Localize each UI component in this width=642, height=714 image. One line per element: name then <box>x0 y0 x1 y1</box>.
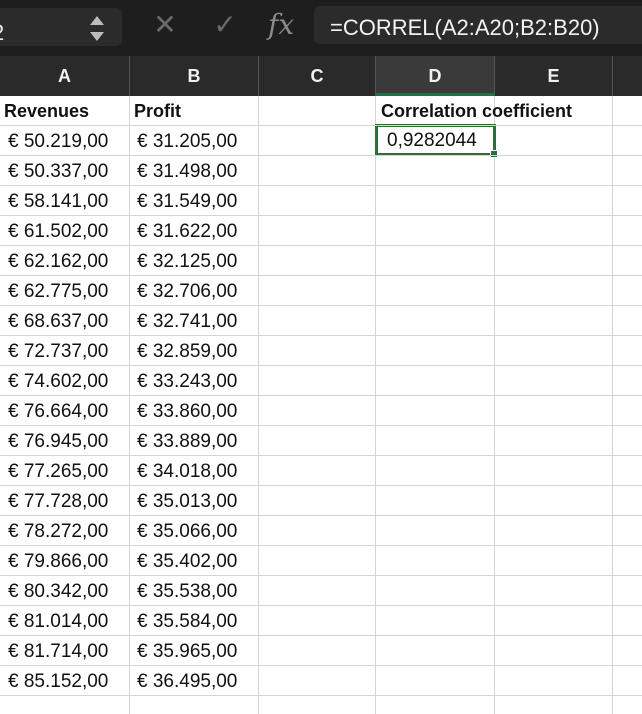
cell-profit[interactable]: € 33.860,00 <box>137 401 238 422</box>
cell-revenue[interactable]: € 76.664,00 <box>8 401 109 422</box>
cell-profit[interactable]: € 32.741,00 <box>137 311 238 332</box>
cell-revenue[interactable]: € 50.337,00 <box>8 161 109 182</box>
cell-profit[interactable]: € 35.013,00 <box>137 491 238 512</box>
cell-profit[interactable]: € 31.622,00 <box>137 221 238 242</box>
cell-revenue[interactable]: € 77.265,00 <box>8 461 109 482</box>
grid-line <box>0 125 642 126</box>
grid-line <box>0 665 642 666</box>
cell-profit[interactable]: € 31.205,00 <box>137 131 238 152</box>
formula-text: =CORREL(A2:A20;B2:B20) <box>330 15 600 40</box>
check-icon: ✓ <box>213 9 237 40</box>
cell-revenue[interactable]: € 72.737,00 <box>8 341 109 362</box>
cell-revenue[interactable]: € 78.272,00 <box>8 521 109 542</box>
grid-line <box>0 305 642 306</box>
cell-revenue[interactable]: € 74.602,00 <box>8 371 109 392</box>
formula-input[interactable]: =CORREL(A2:A20;B2:B20) <box>314 6 642 44</box>
cell-revenue[interactable]: € 62.162,00 <box>8 251 109 272</box>
grid-line <box>612 96 613 714</box>
grid-line <box>0 425 642 426</box>
grid-line <box>0 185 642 186</box>
grid-line <box>258 96 259 714</box>
cell-revenue[interactable]: € 79.866,00 <box>8 551 109 572</box>
grid-line <box>0 635 642 636</box>
column-header-c[interactable]: C <box>259 56 376 96</box>
grid-line <box>0 215 642 216</box>
cell-profit[interactable]: € 32.706,00 <box>137 281 238 302</box>
grid-line <box>0 485 642 486</box>
cell-revenue[interactable]: € 81.014,00 <box>8 611 109 632</box>
cell-revenue[interactable]: € 68.637,00 <box>8 311 109 332</box>
cell-profit[interactable]: € 31.498,00 <box>137 161 238 182</box>
grid-line <box>0 275 642 276</box>
cell-a1[interactable]: Revenues <box>4 101 90 121</box>
grid-line <box>0 515 642 516</box>
cell-d2-correlation-result[interactable]: 0,9282044 <box>387 130 477 151</box>
cell-profit[interactable]: € 33.889,00 <box>137 431 238 452</box>
formula-bar: 2 ✕ ✓ fx =CORREL(A2:A20;B2:B20) <box>0 0 642 56</box>
grid-line <box>0 155 642 156</box>
cell-revenue[interactable]: € 80.342,00 <box>8 581 109 602</box>
column-header-d[interactable]: D <box>376 56 495 96</box>
column-header-b[interactable]: B <box>130 56 259 96</box>
grid-line <box>494 96 495 714</box>
cell-d1[interactable]: Correlation coefficient <box>381 101 573 121</box>
grid-line <box>0 605 642 606</box>
grid-line <box>0 575 642 576</box>
cell-profit[interactable]: € 35.402,00 <box>137 551 238 572</box>
enter-button[interactable]: ✓ <box>210 10 240 40</box>
name-box[interactable]: 2 <box>0 8 122 46</box>
grid-line <box>0 455 642 456</box>
grid-line <box>0 365 642 366</box>
fill-handle[interactable] <box>490 150 498 158</box>
cell-revenue[interactable]: € 76.945,00 <box>8 431 109 452</box>
arrow-down-icon[interactable] <box>90 32 104 41</box>
grid-line <box>129 96 130 714</box>
grid-line <box>0 695 642 696</box>
grid-line <box>0 245 642 246</box>
grid-line <box>0 545 642 546</box>
cell-profit[interactable]: € 35.965,00 <box>137 641 238 662</box>
cell-b1[interactable]: Profit <box>134 101 181 121</box>
name-box-stepper-icon[interactable] <box>90 14 106 44</box>
cell-profit[interactable]: € 33.243,00 <box>137 371 238 392</box>
cell-profit[interactable]: € 35.538,00 <box>137 581 238 602</box>
name-box-value: 2 <box>0 20 4 46</box>
cell-revenue[interactable]: € 77.728,00 <box>8 491 109 512</box>
column-header-a[interactable]: A <box>0 56 130 96</box>
cell-revenue[interactable]: € 58.141,00 <box>8 191 109 212</box>
cell-revenue[interactable]: € 50.219,00 <box>8 131 109 152</box>
x-icon: ✕ <box>153 9 177 40</box>
active-cell-border[interactable] <box>375 124 496 156</box>
arrow-up-icon[interactable] <box>90 16 104 25</box>
column-header-e[interactable]: E <box>495 56 613 96</box>
cell-revenue[interactable]: € 81.714,00 <box>8 641 109 662</box>
fx-icon[interactable]: fx <box>268 8 295 41</box>
cell-profit[interactable]: € 35.066,00 <box>137 521 238 542</box>
cell-profit[interactable]: € 34.018,00 <box>137 461 238 482</box>
cell-revenue[interactable]: € 61.502,00 <box>8 221 109 242</box>
cell-profit[interactable]: € 35.584,00 <box>137 611 238 632</box>
grid-line <box>0 335 642 336</box>
cell-profit[interactable]: € 32.859,00 <box>137 341 238 362</box>
cell-revenue[interactable]: € 85.152,00 <box>8 671 109 692</box>
column-header-row: A B C D E <box>0 56 642 96</box>
cell-profit[interactable]: € 36.495,00 <box>137 671 238 692</box>
cancel-button[interactable]: ✕ <box>150 10 180 40</box>
cell-profit[interactable]: € 32.125,00 <box>137 251 238 272</box>
grid-line <box>375 96 376 714</box>
column-header-f[interactable] <box>613 56 642 96</box>
cell-revenue[interactable]: € 62.775,00 <box>8 281 109 302</box>
grid-line <box>0 395 642 396</box>
spreadsheet-grid[interactable]: Revenues Profit Correlation coefficient … <box>0 96 642 714</box>
cell-profit[interactable]: € 31.549,00 <box>137 191 238 212</box>
